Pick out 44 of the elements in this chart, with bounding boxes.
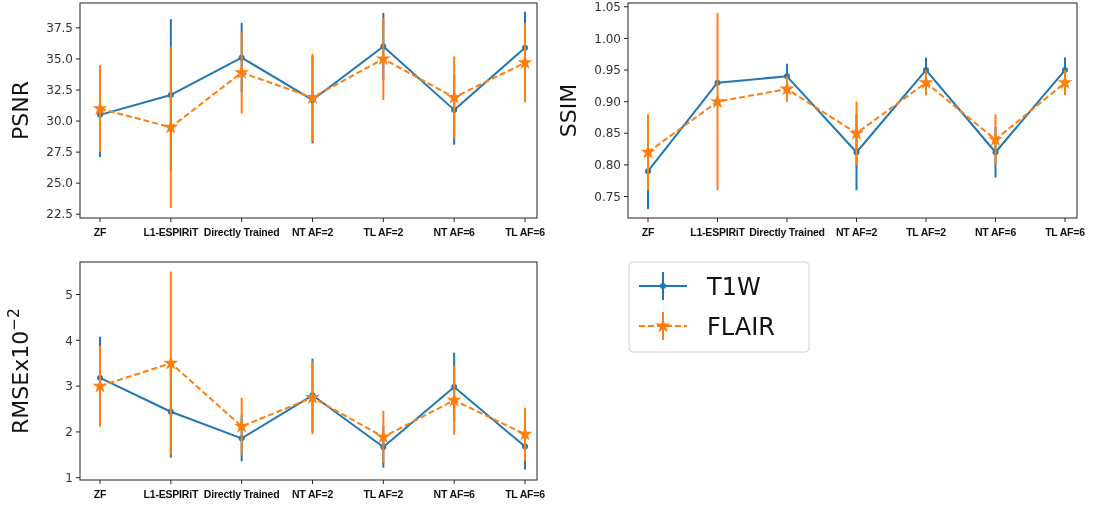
y-axis-title: SSIM <box>556 83 581 138</box>
y-tick-label: 1 <box>65 470 73 485</box>
y-tick-label: 0.90 <box>594 94 621 109</box>
y-tick-label: 0.80 <box>594 158 621 173</box>
legend-label: T1W <box>706 273 761 301</box>
x-tick-label: TL AF=2 <box>363 488 404 500</box>
x-tick-label: TL AF=6 <box>505 226 546 238</box>
y-tick-label: 0.75 <box>594 189 621 204</box>
legend-label: FLAIR <box>707 313 775 341</box>
y-tick-label: 0.95 <box>594 63 621 78</box>
y-tick-label: 37.5 <box>46 21 73 36</box>
y-tick-label: 22.5 <box>46 207 73 222</box>
y-tick-label: 25.0 <box>46 176 73 191</box>
x-tick-label: L1-ESPIRiT <box>690 226 746 238</box>
x-tick-label: NT AF=2 <box>291 488 334 500</box>
x-tick-label: ZF <box>93 226 107 238</box>
y-tick-label: 27.5 <box>46 145 73 160</box>
x-tick-label: Directly Trained <box>203 488 280 500</box>
y-tick-label: 32.5 <box>46 83 73 98</box>
y-tick-label: 2 <box>65 425 73 440</box>
x-tick-label: NT AF=6 <box>974 226 1017 238</box>
x-tick-label: TL AF=6 <box>1045 226 1086 238</box>
y-tick-label: 1.05 <box>594 0 621 14</box>
y-tick-label: 30.0 <box>46 114 73 129</box>
x-tick-label: L1-ESPIRiT <box>143 226 199 238</box>
x-tick-label: ZF <box>641 226 655 238</box>
x-tick-label: TL AF=2 <box>363 226 404 238</box>
y-tick-label: 3 <box>65 379 73 394</box>
x-tick-label: NT AF=6 <box>433 488 476 500</box>
x-tick-label: NT AF=6 <box>433 226 476 238</box>
y-tick-label: 0.85 <box>594 126 621 141</box>
x-tick-label: TL AF=2 <box>906 226 947 238</box>
y-tick-label: 4 <box>65 333 73 348</box>
x-tick-label: NT AF=2 <box>291 226 334 238</box>
x-tick-label: L1-ESPIRiT <box>143 488 199 500</box>
x-tick-label: NT AF=2 <box>835 226 878 238</box>
x-tick-label: Directly Trained <box>203 226 280 238</box>
y-tick-label: 35.0 <box>46 52 73 67</box>
y-axis-title: PSNR <box>8 81 33 140</box>
x-tick-label: Directly Trained <box>749 226 825 238</box>
y-tick-label: 1.00 <box>594 31 621 46</box>
x-tick-label: ZF <box>93 488 107 500</box>
y-tick-label: 5 <box>65 287 73 302</box>
x-tick-label: TL AF=6 <box>505 488 546 500</box>
